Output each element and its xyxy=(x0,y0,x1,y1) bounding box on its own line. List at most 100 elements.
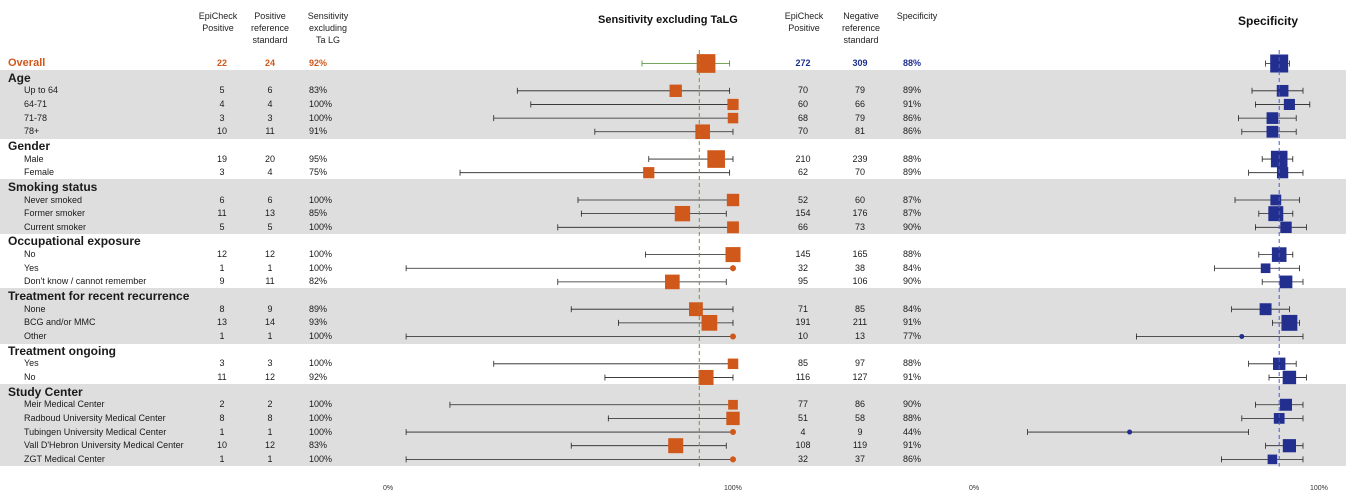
epicheck-positive-2-value: 210 xyxy=(795,153,811,164)
sensitivity-point xyxy=(730,456,736,463)
negative-reference-value: 176 xyxy=(852,208,868,219)
specificity-point xyxy=(1127,429,1133,435)
sensitivity-point xyxy=(698,369,714,385)
header-specificity: Specificity xyxy=(896,11,938,21)
positive-reference-value: 3 xyxy=(267,112,273,123)
epicheck-positive-2-value: 77 xyxy=(797,399,808,410)
positive-reference-value: 6 xyxy=(267,194,273,205)
positive-reference-value: 11 xyxy=(265,276,275,287)
negative-reference-value: 97 xyxy=(854,358,865,369)
sensitivity-value: 100% xyxy=(309,399,333,410)
negative-reference-value: 58 xyxy=(854,412,865,423)
epicheck-positive-value: 6 xyxy=(219,194,225,205)
positive-reference-value: 4 xyxy=(267,98,273,109)
sens-axis-tick-0: 0% xyxy=(383,485,394,492)
sensitivity-value: 100% xyxy=(309,412,333,423)
epicheck-positive-2-value: 10 xyxy=(797,331,808,341)
epicheck-positive-2-value: 116 xyxy=(795,371,811,382)
sensitivity-value: 100% xyxy=(309,331,333,341)
group-label: Study Center xyxy=(8,384,83,399)
row-label: Yes xyxy=(24,358,39,369)
epicheck-positive-2-value: 154 xyxy=(795,208,811,219)
sensitivity-value: 100% xyxy=(309,194,333,205)
epicheck-positive-2-value: 145 xyxy=(795,249,811,260)
specificity-value: 77% xyxy=(903,331,922,341)
sensitivity-value: 93% xyxy=(309,317,328,328)
sensitivity-point xyxy=(727,221,739,234)
positive-reference-value: 6 xyxy=(267,85,273,96)
table-row: Male 19 20 95% 210 239 88% xyxy=(0,153,1346,166)
epicheck-positive-value: 1 xyxy=(219,426,225,437)
sensitivity-value: 82% xyxy=(309,276,328,287)
row-label: Current smoker xyxy=(24,221,87,232)
epicheck-positive-value: 9 xyxy=(219,276,225,287)
specificity-point xyxy=(1266,112,1279,124)
negative-reference-value: 13 xyxy=(854,331,865,341)
row-label: Other xyxy=(24,331,47,341)
specificity-value: 88% xyxy=(903,58,922,68)
table-row: Other 1 1 100% 10 13 77% xyxy=(0,330,1346,343)
group-header-row: Gender xyxy=(0,138,1346,153)
sensitivity-value: 95% xyxy=(309,153,328,164)
row-band-shade xyxy=(0,178,1346,235)
table-row: 78+ 10 11 91% 70 81 86% xyxy=(0,125,1346,138)
epicheck-positive-value: 8 xyxy=(219,303,225,314)
specificity-value: 84% xyxy=(903,303,922,314)
specificity-point xyxy=(1270,150,1288,168)
group-label: Treatment ongoing xyxy=(8,343,116,358)
specificity-point xyxy=(1282,439,1296,453)
negative-reference-value: 211 xyxy=(852,317,868,328)
sensitivity-value: 83% xyxy=(309,440,328,451)
group-label: Occupational exposure xyxy=(8,234,141,249)
specificity-value: 90% xyxy=(903,276,922,287)
sensitivity-value: 92% xyxy=(309,58,328,68)
negative-reference-value: 106 xyxy=(852,276,868,287)
specificity-point xyxy=(1239,334,1245,339)
specificity-value: 90% xyxy=(903,399,922,410)
sensitivity-point xyxy=(726,193,740,207)
table-row: Vall D'Hebron University Medical Center 1… xyxy=(0,439,1346,452)
epicheck-positive-value: 10 xyxy=(216,440,227,451)
epicheck-positive-value: 11 xyxy=(217,208,227,219)
positive-reference-value: 12 xyxy=(264,440,275,451)
row-label: 78+ xyxy=(24,126,40,137)
specificity-value: 91% xyxy=(903,98,922,109)
table-row: Tubingen University Medical Center 1 1 100%… xyxy=(0,426,1346,439)
positive-reference-value: 8 xyxy=(267,412,273,423)
sensitivity-value: 100% xyxy=(309,249,333,260)
sensitivity-value: 100% xyxy=(309,262,333,273)
negative-reference-value: 85 xyxy=(854,303,865,314)
epicheck-positive-2-value: 70 xyxy=(797,126,808,137)
overall-row: Overall 22 24 92% 272 309 88% xyxy=(0,57,1346,70)
table-row: No 11 12 92% 116 127 91% xyxy=(0,371,1346,384)
positive-reference-value: 2 xyxy=(267,399,273,410)
table-row: Former smoker 11 13 85% 154 176 87% xyxy=(0,207,1346,220)
sensitivity-plot-title: Sensitivity excluding TaLG xyxy=(598,14,738,26)
row-label: Radboud University Medical Center xyxy=(24,412,166,423)
sensitivity-point xyxy=(727,112,739,124)
sensitivity-value: 85% xyxy=(309,208,328,219)
epicheck-positive-value: 13 xyxy=(216,317,227,328)
specificity-point xyxy=(1280,221,1292,234)
specificity-value: 88% xyxy=(903,358,922,369)
spec-axis-tick-100: 100% xyxy=(1310,485,1328,492)
table-row: Current smoker 5 5 100% 66 73 90% xyxy=(0,221,1346,234)
epicheck-positive-2-value: 191 xyxy=(795,317,811,328)
header-epicheck-positive-2: EpiCheck Positive xyxy=(784,11,824,33)
positive-reference-value: 14 xyxy=(264,317,275,328)
row-label: Female xyxy=(24,167,55,178)
sensitivity-point xyxy=(689,302,703,317)
epicheck-positive-2-value: 70 xyxy=(797,85,808,96)
table-row: ZGT Medical Center 1 1 100% 32 37 86% xyxy=(0,453,1346,466)
table-row: 71-78 3 3 100% 68 79 86% xyxy=(0,112,1346,125)
group-label: Gender xyxy=(8,138,51,153)
specificity-value: 91% xyxy=(903,317,922,328)
specificity-value: 90% xyxy=(903,221,922,232)
row-label: 71-78 xyxy=(24,112,48,123)
epicheck-positive-2-value: 4 xyxy=(800,426,806,437)
epicheck-positive-2-value: 95 xyxy=(797,276,808,287)
epicheck-positive-value: 2 xyxy=(219,399,225,410)
table-row: Never smoked 6 6 100% 52 60 87% xyxy=(0,194,1346,207)
sensitivity-point xyxy=(728,399,738,410)
negative-reference-value: 86 xyxy=(854,399,865,410)
